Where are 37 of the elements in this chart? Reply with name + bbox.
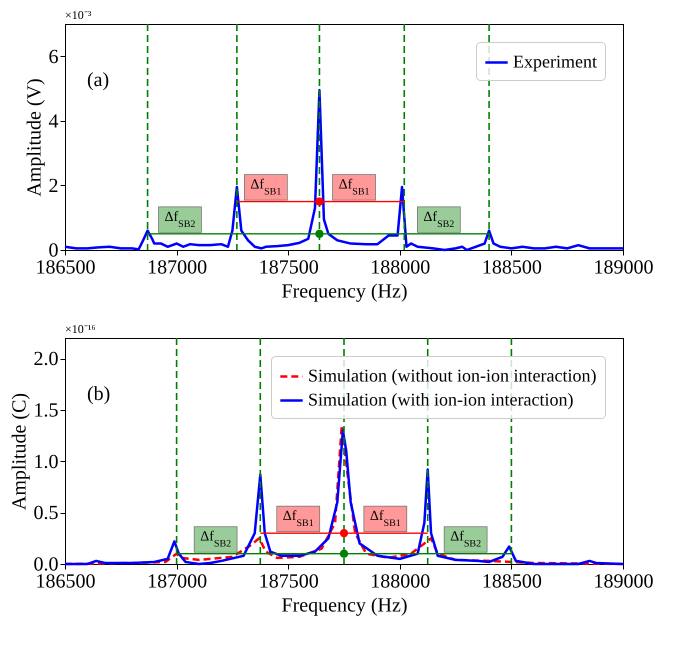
- annotation: Δf$_{SB2}$: [200, 530, 232, 550]
- annotation: Δf$_{SB1}$: [250, 178, 282, 198]
- y-tick-label: 1.5: [34, 399, 58, 422]
- x-axis-title: Frequency (Hz): [281, 280, 408, 302]
- x-tick-label: 187500: [258, 256, 319, 278]
- x-tick-label: 188000: [370, 570, 430, 592]
- y-tick-label: 2: [48, 174, 58, 197]
- y-tick-label: 6: [48, 46, 58, 68]
- legend-label: Simulation (with ion-ion interaction): [308, 390, 574, 410]
- y-tick-label: 4: [48, 110, 58, 132]
- text: ×10⁻¹⁶: [65, 322, 96, 336]
- y-tick-label: 1.0: [34, 450, 58, 473]
- x-tick-label: 187000: [147, 256, 208, 278]
- legend-label: Experiment: [513, 52, 597, 72]
- y-tick-label: 2.0: [34, 348, 58, 370]
- x-tick-label: 188500: [482, 570, 542, 592]
- x-tick-label: 189000: [594, 256, 654, 278]
- annotation: Δf$_{SB1}$: [338, 178, 370, 198]
- annotation: Δf$_{SB1}$: [370, 509, 401, 529]
- text: ×10⁻³: [65, 8, 92, 22]
- y-tick-label: 0.5: [34, 502, 58, 524]
- x-tick-label: 187500: [258, 570, 319, 592]
- annotation: Δf$_{SB2}$: [164, 210, 196, 230]
- x-tick-label: 188500: [482, 256, 542, 278]
- x-axis-title: Frequency (Hz): [281, 594, 408, 616]
- annotation: Δf$_{SB1}$: [282, 509, 314, 529]
- x-tick-label: 188000: [370, 256, 430, 278]
- annotation: Δf$_{SB2}$: [450, 530, 482, 550]
- y-axis-title: Amplitude (C): [8, 392, 30, 510]
- x-tick-label: 189000: [594, 570, 654, 592]
- annotation: (a): [87, 69, 110, 91]
- line-series: [64, 88, 624, 252]
- y-axis-title: Amplitude (V): [24, 78, 46, 197]
- annotation: (b): [87, 383, 110, 405]
- annotation: Δf$_{SB2}$: [423, 210, 454, 230]
- legend-label: Simulation (without ion-ion interaction): [308, 366, 596, 386]
- x-tick-label: 187000: [147, 570, 208, 592]
